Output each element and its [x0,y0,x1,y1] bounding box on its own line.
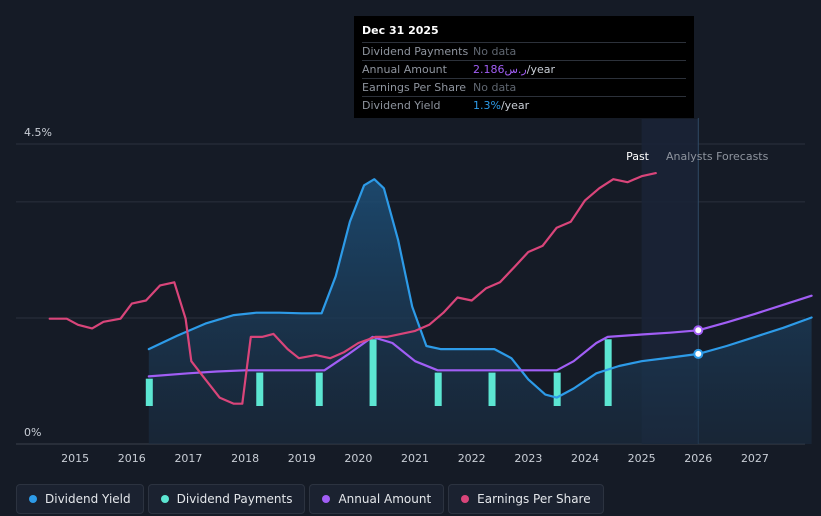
x-tick-label: 2015 [61,452,89,465]
tooltip-row-earnings-per-share: Earnings Per Share No data [362,79,686,97]
tooltip-suffix: /year [500,99,530,112]
x-tick-label: 2018 [231,452,259,465]
series-area [148,179,812,444]
legend-dot-icon [29,495,37,503]
dividend-payment-bar [604,339,612,406]
x-tick-label: 2024 [571,452,599,465]
legend-label: Annual Amount [338,492,432,506]
legend-label: Earnings Per Share [477,492,591,506]
dividend-payment-bar [553,372,561,406]
legend-annual-amount[interactable]: Annual Amount [309,484,445,514]
dividend-payment-bar [488,372,496,406]
x-tick-label: 2017 [174,452,202,465]
past-label: Past [626,150,650,163]
x-tick-label: 2020 [344,452,372,465]
dividend-payment-bar [256,372,264,406]
legend-label: Dividend Payments [176,492,293,506]
tooltip-panel: Dec 31 2025 Dividend Payments No data An… [354,16,694,118]
forecast-label: Analysts Forecasts [666,150,769,163]
dividend-payment-bar [145,378,153,406]
legend-label: Dividend Yield [45,492,131,506]
tooltip-suffix: /year [526,63,555,76]
dividend-chart: 4.5% 0% Past Analysts Forecasts 2015 2016… [16,118,813,465]
y-bottom-label: 0% [24,426,41,439]
legend-dividend-payments[interactable]: Dividend Payments [147,484,306,514]
y-top-label: 4.5% [24,126,52,139]
tooltip-label: Dividend Yield [362,99,441,112]
legend-earnings-per-share[interactable]: Earnings Per Share [448,484,604,514]
legend-dot-icon [322,495,331,503]
tooltip-row-dividend-payments: Dividend Payments No data [362,43,686,61]
tooltip-title: Dec 31 2025 [362,24,686,43]
cursor-marker [693,325,704,336]
cursor-marker [693,348,704,359]
x-tick-label: 2027 [741,452,769,465]
chart-legend: Dividend Yield Dividend Payments Annual … [16,484,604,514]
tooltip-value: No data [473,81,517,94]
x-tick-label: 2022 [458,452,486,465]
x-tick-label: 2023 [514,452,542,465]
x-tick-label: 2019 [288,452,316,465]
legend-dividend-yield[interactable]: Dividend Yield [16,484,144,514]
legend-dot-icon [461,495,470,503]
x-tick-label: 2025 [628,452,656,465]
tooltip-row-annual-amount: Annual Amount 2.186ر.س/year [362,61,686,79]
series-line [48,172,657,405]
series-line [147,178,813,399]
legend-dot-icon [160,495,169,503]
dividend-payment-bar [315,372,323,406]
x-tick-label: 2026 [684,452,712,465]
x-tick-label: 2021 [401,452,429,465]
tooltip-value: 1.3% [473,99,501,112]
tooltip-value: No data [473,45,517,58]
tooltip-row-dividend-yield: Dividend Yield 1.3%/year [362,97,686,114]
x-tick-label: 2016 [118,452,146,465]
tooltip-label: Earnings Per Share [362,81,467,94]
tooltip-value: 2.186ر.س [473,63,527,76]
dividend-payment-bar [369,339,377,406]
dividend-payment-bar [434,372,442,406]
tooltip-label: Dividend Payments [362,45,469,58]
tooltip-label: Annual Amount [362,63,447,76]
